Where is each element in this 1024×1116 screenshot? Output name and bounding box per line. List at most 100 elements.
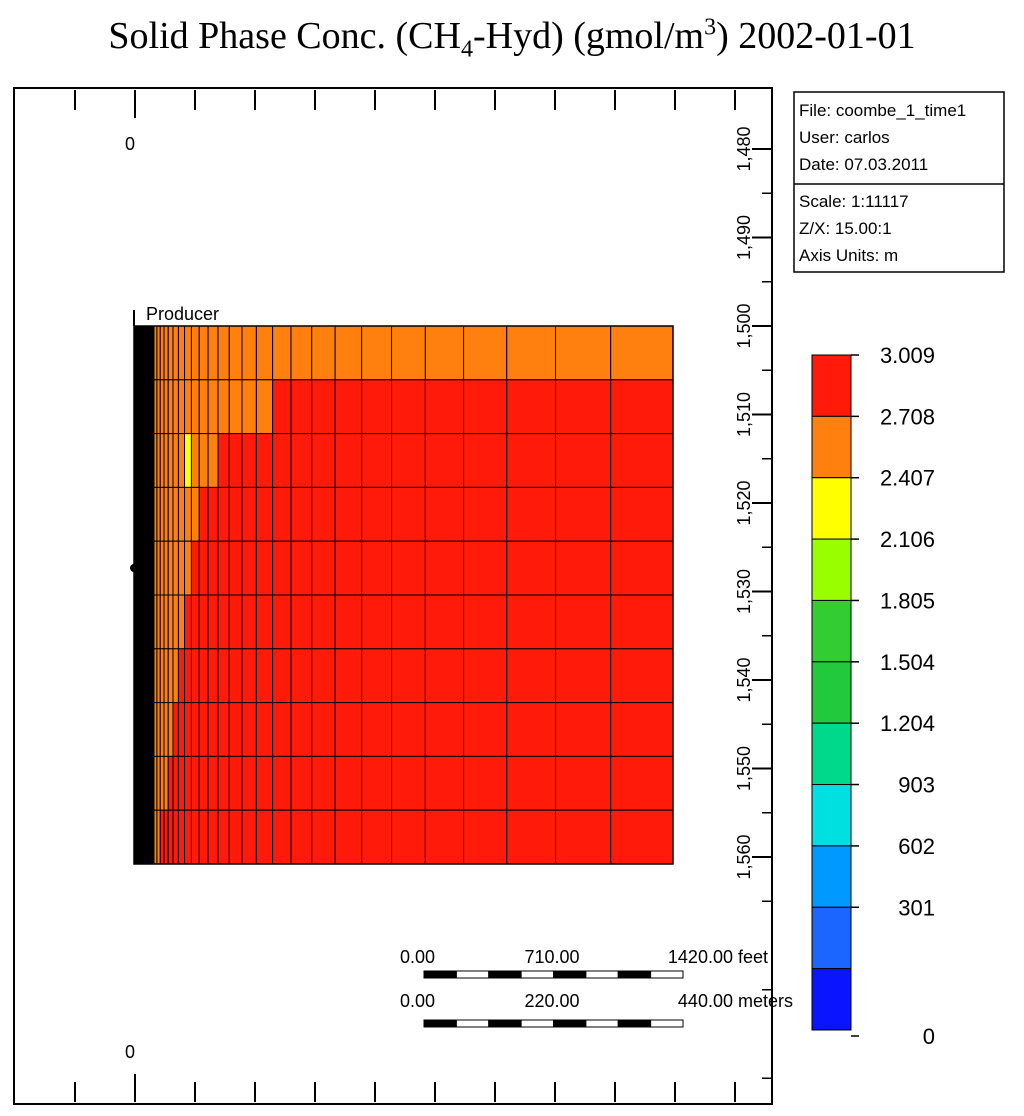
scale-bar-segment bbox=[423, 1019, 457, 1028]
info-scale: Scale: 1:11117 bbox=[799, 192, 909, 211]
grid-cell bbox=[555, 648, 612, 704]
grid-cell bbox=[272, 325, 292, 381]
scale-bar-segment bbox=[455, 970, 490, 979]
grid-cell bbox=[167, 433, 174, 488]
grid-cell bbox=[424, 594, 465, 650]
well-marker bbox=[130, 564, 138, 572]
scale-meters-label-2: 440.00 meters bbox=[678, 991, 793, 1011]
grid-cell bbox=[272, 594, 292, 650]
grid-cell bbox=[334, 594, 363, 650]
grid-cell bbox=[290, 702, 313, 757]
grid-cell bbox=[555, 809, 612, 865]
grid-cell bbox=[217, 433, 230, 488]
grid-cell bbox=[228, 755, 243, 811]
grid-cell bbox=[198, 702, 209, 757]
colorbar-label: 2.106 bbox=[880, 527, 935, 552]
grid-cell bbox=[163, 433, 169, 488]
colorbar-swatch bbox=[811, 722, 852, 786]
grid-cell bbox=[255, 594, 274, 650]
grid-cell bbox=[424, 433, 465, 488]
grid-cell bbox=[217, 648, 230, 704]
grid-cell bbox=[207, 809, 219, 865]
colorbar-label: 2.708 bbox=[880, 404, 935, 429]
well-column bbox=[134, 326, 154, 864]
grid-cell bbox=[463, 486, 508, 542]
grid-cell bbox=[290, 594, 313, 650]
grid-cell bbox=[506, 648, 557, 704]
grid-cell bbox=[311, 433, 336, 488]
info-box-frame bbox=[793, 91, 1005, 273]
title-subscript: 4 bbox=[460, 36, 473, 63]
grid-cell bbox=[334, 325, 363, 381]
title-superscript: 3 bbox=[704, 14, 717, 41]
grid-cell bbox=[184, 433, 192, 488]
grid-cell bbox=[463, 702, 508, 757]
grid-cell bbox=[506, 540, 557, 596]
grid-cell bbox=[610, 594, 674, 650]
grid-cell bbox=[610, 540, 674, 596]
grid-cell bbox=[198, 540, 209, 596]
grid-cell bbox=[228, 325, 243, 381]
colorbar-label: 2.407 bbox=[880, 466, 935, 491]
grid-cell bbox=[424, 648, 465, 704]
plot-frame bbox=[13, 87, 773, 1105]
grid-cell bbox=[610, 325, 674, 381]
scale-meters-segments bbox=[423, 1019, 684, 1028]
grid-cell bbox=[241, 540, 257, 596]
scale-feet-label-2: 1420.00 feet bbox=[668, 947, 768, 967]
scale-bar-segment bbox=[585, 1019, 619, 1028]
scale-bar-segment bbox=[488, 1019, 522, 1028]
grid-cell bbox=[290, 755, 313, 811]
colorbar-label: 602 bbox=[898, 834, 935, 859]
well-label: Producer bbox=[146, 304, 219, 324]
colorbar-label: 3.009 bbox=[880, 343, 935, 368]
colorbar-swatch bbox=[811, 538, 852, 601]
grid-cell bbox=[184, 325, 192, 381]
grid-cell bbox=[217, 379, 230, 435]
grid-cell bbox=[241, 755, 257, 811]
colorbar-swatch bbox=[811, 661, 852, 724]
grid-cell bbox=[198, 648, 209, 704]
grid-cell bbox=[391, 540, 426, 596]
grid-cell bbox=[555, 433, 612, 488]
grid-cell bbox=[255, 755, 274, 811]
grid-cell bbox=[177, 809, 186, 865]
colorbar-swatch bbox=[811, 415, 852, 479]
grid-cell bbox=[391, 594, 426, 650]
grid-cell bbox=[506, 594, 557, 650]
grid-cell bbox=[217, 809, 230, 865]
colorbar-swatch bbox=[811, 784, 852, 847]
grid-cell bbox=[217, 325, 230, 381]
scale-bar-segment bbox=[520, 970, 555, 979]
grid-cell bbox=[177, 755, 186, 811]
grid-cell bbox=[207, 648, 219, 704]
colorbar-label: 1.805 bbox=[880, 588, 935, 613]
grid-cell bbox=[163, 809, 169, 865]
scale-bar-segment bbox=[488, 970, 522, 979]
grid-cell bbox=[207, 594, 219, 650]
grid-cell bbox=[255, 540, 274, 596]
grid-cell bbox=[177, 433, 186, 488]
scale-bar-segment bbox=[423, 970, 457, 979]
grid-cell bbox=[190, 594, 200, 650]
grid-cell bbox=[272, 702, 292, 757]
grid-cell bbox=[255, 325, 274, 381]
grid-cell bbox=[361, 486, 393, 542]
depth-tick-label: 1,540 bbox=[734, 657, 754, 702]
grid-cell bbox=[177, 648, 186, 704]
grid-cell bbox=[610, 648, 674, 704]
scale-feet-label-0: 0.00 bbox=[400, 947, 435, 967]
grid-cell bbox=[361, 809, 393, 865]
scale-bar-segment bbox=[553, 970, 587, 979]
grid-cell bbox=[167, 594, 174, 650]
scale-feet-segments bbox=[423, 970, 684, 979]
grid-cell bbox=[184, 648, 192, 704]
depth-tick-label: 1,490 bbox=[734, 215, 754, 260]
grid-cell bbox=[463, 648, 508, 704]
grid-cell bbox=[184, 809, 192, 865]
grid-cell bbox=[506, 486, 557, 542]
grid-cell bbox=[184, 379, 192, 435]
grid-cell bbox=[424, 809, 465, 865]
grid-cell bbox=[391, 755, 426, 811]
grid-cell bbox=[172, 702, 179, 757]
